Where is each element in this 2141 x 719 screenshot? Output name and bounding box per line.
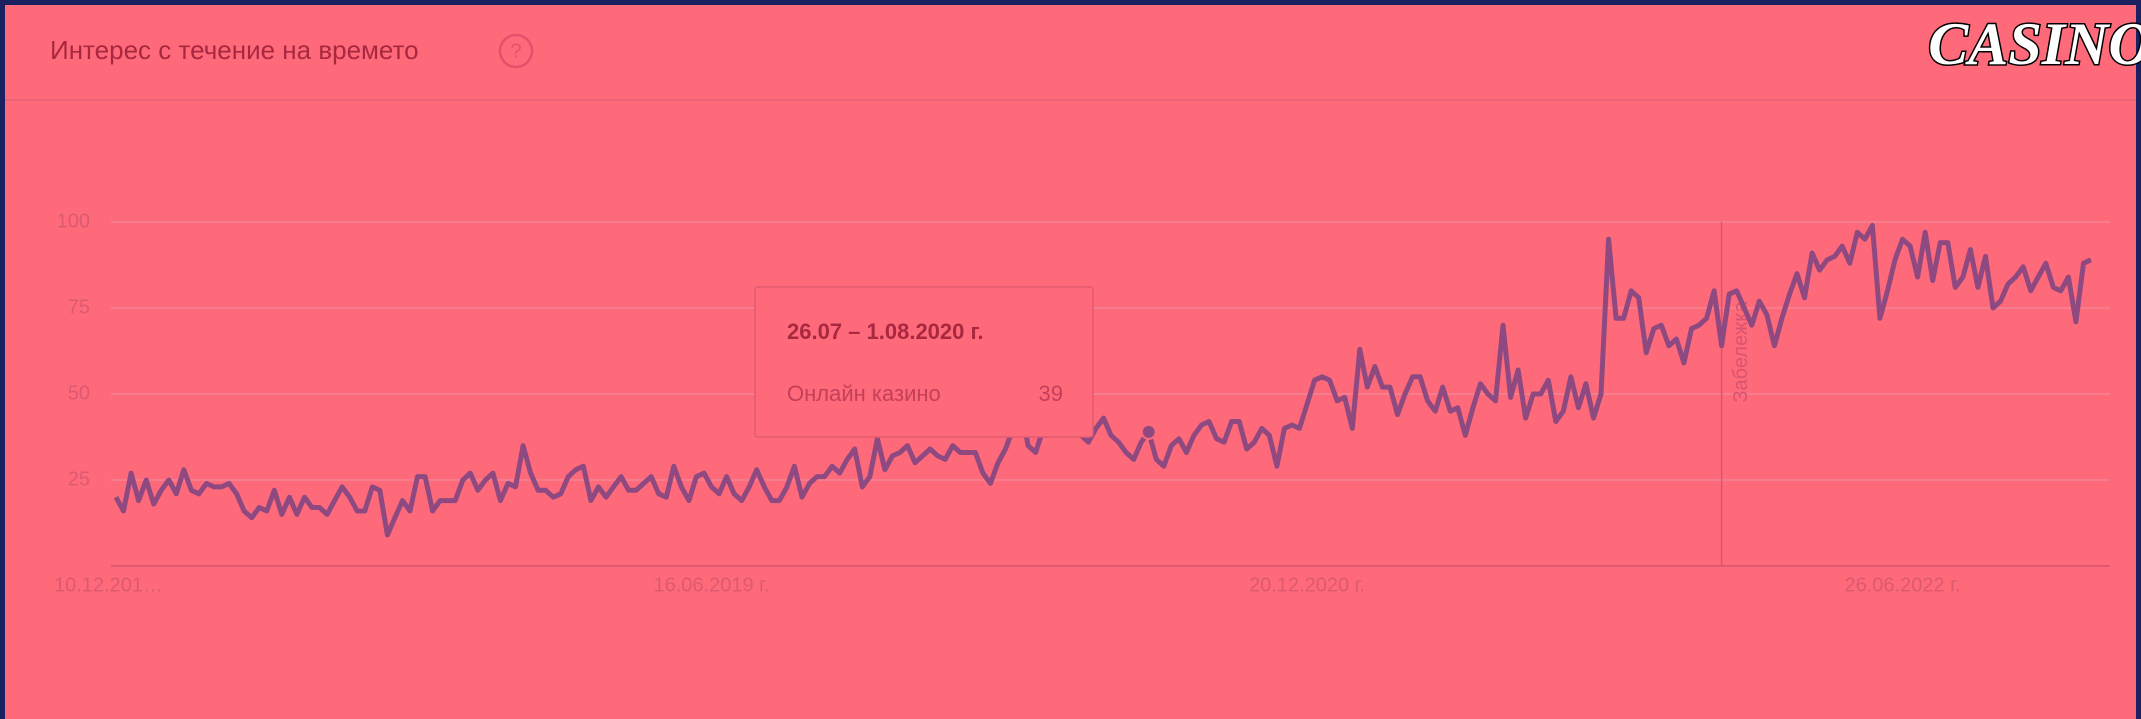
help-icon[interactable]: [498, 33, 534, 69]
tooltip: 26.07 – 1.08.2020 г. Онлайн казино 39: [754, 286, 1094, 438]
chart-title: Интерес с течение на времето: [50, 35, 419, 65]
x-tick-label: 20.12.2020 г.: [1249, 574, 1365, 596]
x-tick-label: 16.06.2019 г.: [653, 574, 769, 596]
x-tick-label: 10.12.201…: [54, 574, 163, 596]
hover-point: [1140, 423, 1157, 440]
tooltip-value: 39: [1039, 381, 1063, 406]
y-tick-label: 25: [68, 468, 90, 490]
y-tick-label: 75: [68, 296, 90, 318]
annotation-label: Забележка: [1730, 301, 1752, 403]
data-line: [113, 222, 2093, 538]
tooltip-date: 26.07 – 1.08.2020 г.: [787, 319, 984, 344]
logo: CASINO: [1928, 11, 2141, 77]
y-tick-label: 100: [57, 210, 90, 232]
tooltip-box: [754, 286, 1094, 438]
help-icon-mark: ?: [510, 40, 521, 62]
tooltip-series: Онлайн казино: [787, 381, 941, 406]
y-tick-label: 50: [68, 382, 90, 404]
x-tick-label: 26.06.2022 г.: [1845, 574, 1961, 596]
